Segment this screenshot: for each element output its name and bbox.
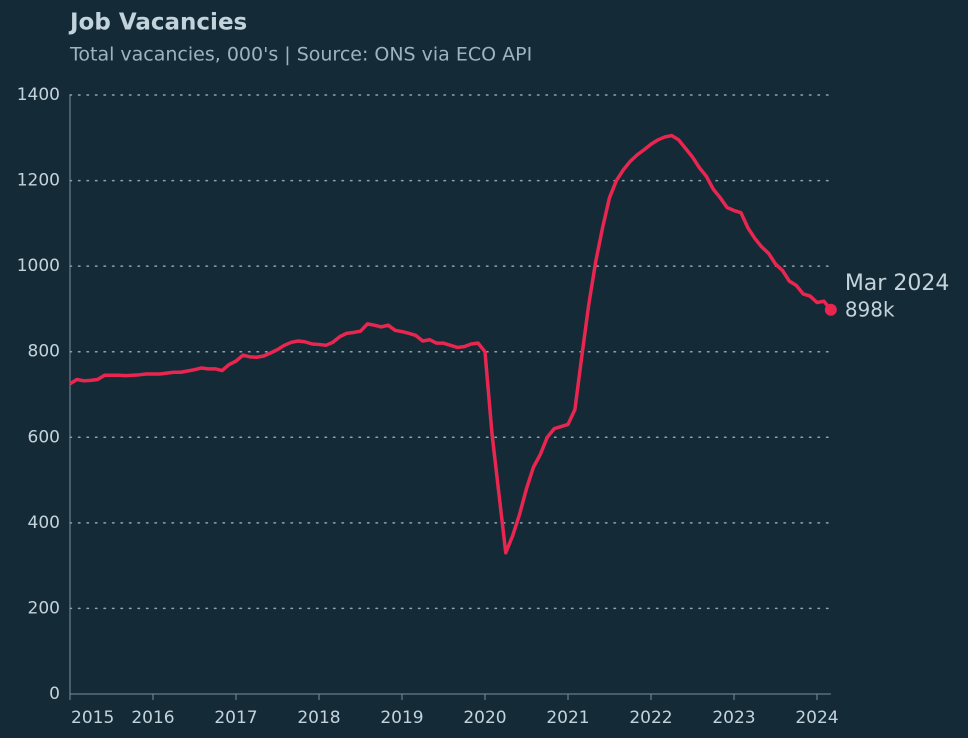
value-label: 898k	[845, 297, 895, 321]
y-tick-label: 1200	[17, 171, 60, 191]
x-tick-label: 2021	[546, 708, 589, 728]
y-tick-label: 600	[28, 427, 60, 447]
x-tick-label: 2018	[297, 708, 340, 728]
y-tick-label: 400	[28, 513, 60, 533]
x-tick-label: 2023	[712, 708, 755, 728]
x-tick-label: 2020	[463, 708, 506, 728]
data-line	[69, 133, 833, 555]
x-tick-label: 2024	[795, 708, 838, 728]
y-tick-label: 1400	[17, 85, 60, 105]
chart-subtitle: Total vacancies, 000's | Source: ONS via…	[69, 44, 532, 66]
y-tick-label: 1000	[17, 256, 60, 276]
x-tick-label: 2015	[71, 708, 114, 728]
x-tick-label: 2019	[380, 708, 423, 728]
annotation-date: Mar 2024	[845, 271, 950, 296]
y-tick-label: 0	[49, 684, 60, 704]
x-tick-label: 2017	[214, 708, 257, 728]
x-tick-label: 2022	[629, 708, 672, 728]
end-point	[824, 303, 837, 316]
chart-title: Job Vacancies	[68, 10, 247, 36]
x-tick-label: 2016	[131, 708, 174, 728]
y-tick-label: 200	[28, 598, 60, 618]
y-tick-label: 800	[28, 342, 60, 362]
